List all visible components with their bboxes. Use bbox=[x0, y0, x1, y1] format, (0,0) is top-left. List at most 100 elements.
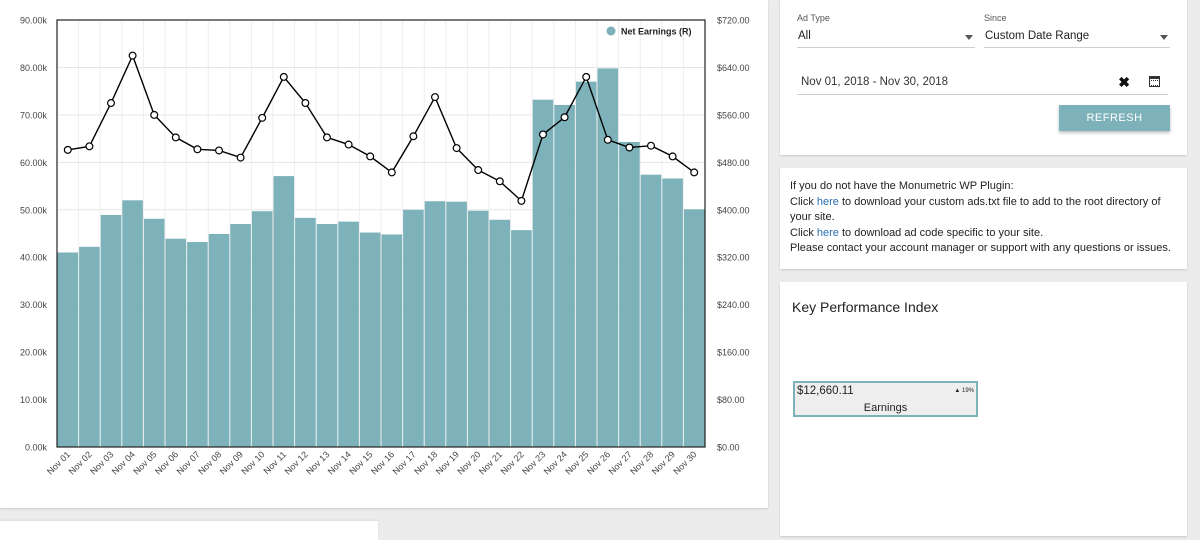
bar bbox=[208, 233, 230, 447]
x-tick-label: Nov 16 bbox=[369, 449, 396, 476]
left-tick-label: 30.00k bbox=[20, 300, 48, 310]
line-point bbox=[150, 110, 159, 119]
line-point bbox=[301, 99, 310, 108]
ad-type-label: Ad Type bbox=[797, 13, 830, 23]
x-tick-label: Nov 20 bbox=[455, 449, 482, 476]
info-line-ads-txt: Click here to download your custom ads.t… bbox=[790, 195, 1161, 224]
bar bbox=[338, 221, 359, 447]
x-tick-label: Nov 08 bbox=[196, 449, 223, 476]
x-tick-label: Nov 28 bbox=[628, 449, 655, 476]
line-point bbox=[452, 144, 461, 153]
date-range-input[interactable]: Nov 01, 2018 - Nov 30, 2018 ✖ bbox=[797, 68, 1168, 95]
calendar-icon[interactable] bbox=[1149, 76, 1160, 87]
bar bbox=[489, 219, 511, 447]
kpi-earnings-value: $12,660.11 bbox=[797, 385, 854, 397]
x-tick-label: Nov 07 bbox=[175, 449, 202, 476]
since-select[interactable]: Custom Date Range bbox=[984, 26, 1170, 48]
bar bbox=[640, 174, 662, 447]
bar bbox=[597, 68, 619, 447]
plot-frame bbox=[56, 19, 706, 448]
left-tick-label: 60.00k bbox=[20, 158, 48, 168]
date-range-value: Nov 01, 2018 - Nov 30, 2018 bbox=[801, 76, 949, 88]
bar bbox=[165, 238, 187, 447]
left-tick-label: 40.00k bbox=[20, 253, 48, 263]
kpi-earnings-label: Earnings bbox=[863, 402, 908, 414]
line-point bbox=[323, 133, 332, 142]
line-point bbox=[668, 152, 677, 161]
bar bbox=[619, 141, 640, 447]
x-tick-label: Nov 19 bbox=[434, 449, 461, 476]
info-line-contact: Please contact your account manager or s… bbox=[790, 242, 1171, 255]
x-tick-label: Nov 30 bbox=[671, 449, 698, 476]
ads-txt-download-link[interactable]: here bbox=[816, 195, 839, 208]
x-tick-label: Nov 14 bbox=[326, 449, 353, 476]
bottom-card bbox=[0, 521, 378, 540]
x-tick-label: Nov 23 bbox=[520, 449, 547, 476]
left-tick-label: 90.00k bbox=[20, 16, 48, 26]
bar bbox=[446, 201, 467, 447]
earnings-chart-card: 0.00k 10.00k 20.00k 30.00k 40.00k 50.00k 60.00… bbox=[0, 0, 768, 508]
chevron-down-icon bbox=[965, 35, 973, 40]
legend-marker bbox=[606, 26, 616, 36]
right-tick-label: $160.00 bbox=[717, 348, 750, 358]
kpi-earnings-tile[interactable]: $12,660.11 ▲ 19% Earnings bbox=[793, 381, 978, 417]
line-point bbox=[517, 196, 526, 205]
since-value: Custom Date Range bbox=[985, 30, 1090, 42]
bar bbox=[251, 211, 273, 447]
net-earnings-line bbox=[67, 53, 695, 203]
line-point bbox=[387, 168, 396, 177]
info-card: If you do not have the Monumetric WP Plu… bbox=[780, 168, 1187, 269]
line-point bbox=[366, 152, 375, 161]
bar bbox=[554, 104, 575, 448]
bar bbox=[79, 246, 100, 447]
bar bbox=[122, 200, 143, 447]
ad-type-value: All bbox=[798, 30, 811, 42]
right-tick-label: $560.00 bbox=[717, 110, 750, 120]
x-tick-label: Nov 27 bbox=[607, 449, 634, 476]
bar bbox=[187, 242, 208, 447]
x-tick-label: Nov 22 bbox=[499, 449, 526, 476]
x-tick-label: Nov 21 bbox=[477, 449, 504, 476]
bar bbox=[230, 224, 251, 447]
left-tick-label: 10.00k bbox=[20, 395, 48, 405]
right-tick-label: $720.00 bbox=[717, 16, 750, 26]
line-point bbox=[279, 72, 288, 81]
line-point bbox=[128, 51, 137, 60]
x-tick-label: Nov 06 bbox=[153, 449, 180, 476]
bar bbox=[100, 214, 122, 447]
bar bbox=[359, 232, 381, 447]
line-point bbox=[495, 177, 504, 186]
filter-card: Ad Type All Since Custom Date Range Nov … bbox=[780, 0, 1187, 155]
bar bbox=[316, 224, 338, 447]
x-tick-label: Nov 26 bbox=[585, 449, 612, 476]
line-point bbox=[582, 72, 591, 81]
line-point bbox=[431, 93, 440, 102]
right-tick-label: $640.00 bbox=[717, 63, 750, 73]
line-point bbox=[85, 142, 94, 151]
bar bbox=[381, 234, 403, 447]
right-tick-label: $80.00 bbox=[717, 395, 745, 405]
x-tick-label: Nov 04 bbox=[110, 449, 137, 476]
ad-code-download-link[interactable]: here bbox=[816, 226, 839, 239]
legend-label: Net Earnings (R) bbox=[621, 27, 692, 37]
right-tick-label: $400.00 bbox=[717, 205, 750, 215]
line-point bbox=[603, 135, 612, 144]
kpi-earnings-change: ▲ 19% bbox=[954, 388, 974, 394]
bar bbox=[143, 218, 165, 447]
x-tick-label: Nov 02 bbox=[67, 449, 94, 476]
line-point bbox=[193, 145, 202, 154]
line-point bbox=[258, 113, 267, 122]
x-tick-label: Nov 29 bbox=[650, 449, 677, 476]
kpi-title: Key Performance Index bbox=[792, 299, 939, 315]
x-tick-label: Nov 10 bbox=[239, 449, 266, 476]
line-point bbox=[474, 166, 483, 175]
ad-type-select[interactable]: All bbox=[797, 26, 975, 48]
clear-icon[interactable]: ✖ bbox=[1118, 74, 1130, 90]
x-tick-label: Nov 25 bbox=[563, 449, 590, 476]
line-point bbox=[690, 168, 699, 177]
line-point bbox=[538, 130, 547, 139]
x-tick-label: Nov 09 bbox=[218, 449, 245, 476]
line-point bbox=[215, 146, 224, 155]
line-point bbox=[344, 140, 353, 149]
refresh-button[interactable]: REFRESH bbox=[1059, 105, 1170, 131]
